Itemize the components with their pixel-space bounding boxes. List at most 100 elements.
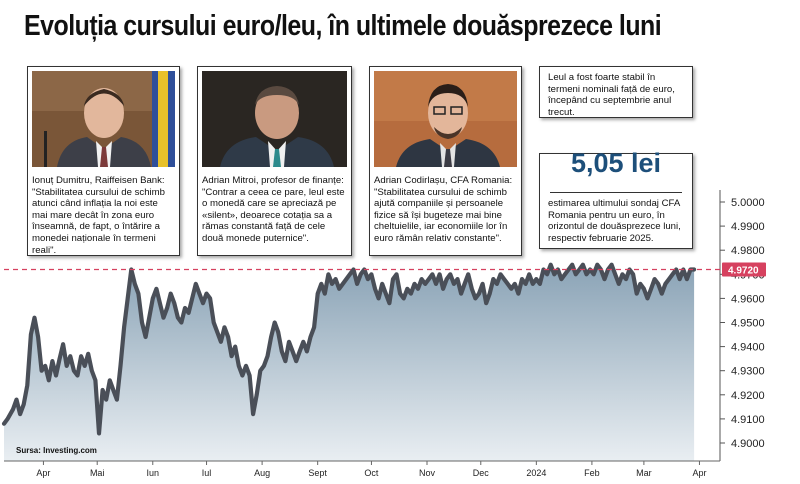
- data-point: [531, 282, 535, 286]
- data-point: [94, 378, 97, 382]
- data-point: [54, 374, 58, 377]
- data-point: [155, 287, 158, 291]
- data-point: [370, 272, 373, 276]
- data-point: [244, 364, 248, 368]
- data-point: [337, 287, 341, 291]
- data-point: [108, 378, 112, 382]
- estimate-divider: [550, 192, 682, 193]
- data-point: [427, 277, 431, 281]
- data-point: [2, 422, 6, 426]
- photo-codirlasu: [374, 71, 517, 167]
- data-point: [642, 287, 646, 291]
- data-point: [377, 297, 380, 300]
- data-point: [165, 306, 169, 310]
- data-point: [610, 263, 613, 267]
- data-point: [398, 292, 402, 295]
- data-point: [574, 272, 578, 276]
- data-point: [11, 407, 15, 411]
- card-heading: Adrian Mitroi, profesor de finanțe:: [202, 175, 344, 186]
- data-point: [459, 292, 463, 295]
- data-point: [36, 335, 40, 339]
- data-point: [567, 268, 570, 271]
- data-point: [79, 354, 83, 358]
- data-point: [380, 282, 384, 286]
- data-point: [276, 330, 280, 334]
- y-tick-label: 4.9400: [731, 342, 765, 354]
- data-point: [22, 403, 26, 406]
- data-point: [656, 282, 660, 286]
- data-point: [549, 263, 553, 267]
- data-point: [140, 321, 144, 324]
- data-point: [43, 364, 47, 368]
- data-point: [312, 325, 316, 329]
- data-point: [230, 354, 234, 358]
- data-point: [463, 282, 466, 286]
- data-point: [534, 277, 538, 281]
- data-point: [309, 335, 312, 339]
- data-point: [578, 268, 581, 271]
- data-point: [180, 321, 183, 324]
- data-point: [201, 301, 205, 305]
- data-point: [570, 263, 574, 267]
- card-quote: "Stabilitatea cursului de schimb ajută c…: [374, 186, 508, 244]
- x-tick-label: Aug: [254, 468, 270, 478]
- data-point: [603, 277, 606, 281]
- x-tick-label: Mai: [90, 468, 105, 478]
- estimate-value: 5,05 lei: [570, 148, 662, 178]
- data-point: [646, 297, 649, 300]
- quote-card-mitroi: Adrian Mitroi, profesor de finanțe: "Con…: [197, 66, 352, 256]
- data-point: [40, 369, 43, 373]
- x-tick-label: 2024: [526, 468, 546, 478]
- data-point: [678, 277, 682, 281]
- data-point: [624, 277, 628, 281]
- y-tick-label: 5.0000: [731, 197, 765, 209]
- data-point: [298, 350, 302, 353]
- data-point: [448, 272, 452, 276]
- data-point: [183, 306, 187, 310]
- data-point: [388, 301, 391, 305]
- data-point: [280, 350, 284, 353]
- photo-mitroi: [202, 71, 347, 167]
- data-point: [402, 297, 406, 300]
- data-point: [187, 311, 191, 315]
- data-point: [122, 325, 126, 329]
- data-point: [560, 277, 563, 281]
- data-point: [488, 292, 492, 295]
- data-point: [409, 292, 413, 295]
- data-point: [190, 297, 194, 300]
- photo-dumitru: [32, 71, 175, 167]
- data-point: [667, 277, 671, 281]
- data-point: [47, 378, 51, 382]
- data-point: [452, 282, 456, 286]
- data-point: [212, 321, 216, 324]
- data-point: [499, 272, 502, 276]
- data-point: [273, 321, 277, 324]
- data-point: [68, 354, 72, 358]
- data-point: [58, 357, 61, 361]
- data-point: [251, 412, 255, 416]
- current-value-label: 4.9720: [728, 265, 759, 276]
- data-point: [15, 398, 18, 401]
- data-point: [151, 297, 155, 300]
- data-points: [2, 263, 696, 435]
- data-point: [405, 287, 409, 291]
- current-value-badge: 4.9720: [722, 262, 766, 277]
- y-tick-label: 4.9600: [731, 293, 765, 305]
- data-point: [542, 268, 545, 271]
- data-point: [301, 340, 305, 344]
- data-point: [341, 282, 345, 286]
- x-tick-label: Dec: [473, 468, 490, 478]
- data-point: [215, 330, 219, 334]
- x-tick-label: Apr: [36, 468, 50, 478]
- y-tick-label: 4.9000: [731, 438, 765, 450]
- x-axis: Apr Mai Iun Iul Aug Sept Oct Nov Dec 2024 Feb Mar Ap…: [4, 460, 720, 478]
- data-point: [158, 301, 162, 305]
- data-point: [330, 282, 334, 286]
- data-point: [466, 272, 470, 276]
- data-point: [258, 369, 262, 373]
- data-point: [527, 272, 531, 276]
- data-point: [621, 272, 624, 276]
- data-point: [223, 325, 226, 329]
- data-point: [520, 277, 524, 281]
